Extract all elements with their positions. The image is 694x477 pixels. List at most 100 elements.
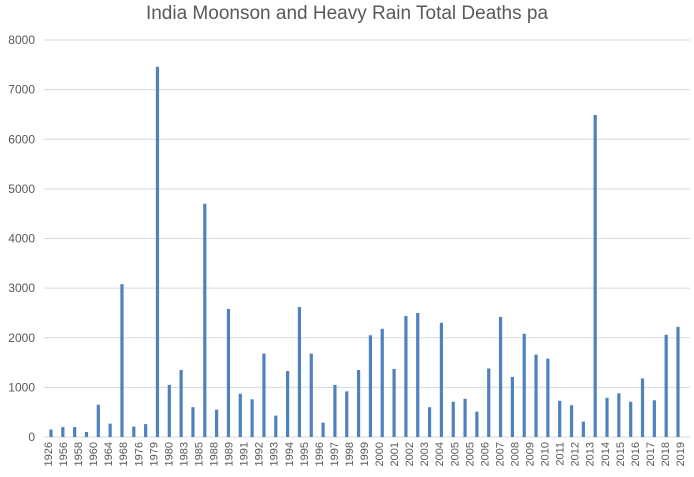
bar <box>356 370 361 437</box>
x-tick-label: 2002 <box>404 442 416 466</box>
bar <box>404 315 408 437</box>
bar <box>297 306 302 437</box>
y-tick-label: 0 <box>28 430 35 444</box>
x-tick-label: 2006 <box>479 442 491 466</box>
chart-title: India Moonson and Heavy Rain Total Death… <box>145 3 549 24</box>
bar <box>49 429 53 437</box>
x-tick-label: 1989 <box>224 442 236 466</box>
bar <box>546 358 550 437</box>
x-tick-label: 1980 <box>163 442 175 466</box>
bar <box>581 421 585 437</box>
x-tick-label: 1993 <box>269 442 281 466</box>
bar <box>368 335 373 437</box>
bar <box>487 368 491 437</box>
y-tick-label: 3000 <box>8 281 35 295</box>
bar <box>108 423 112 437</box>
x-tick-label: 1983 <box>178 442 190 466</box>
bar <box>286 371 290 437</box>
bar <box>250 399 254 437</box>
x-tick-label: 2009 <box>525 442 537 466</box>
bar <box>73 427 77 437</box>
bar <box>132 426 136 437</box>
bar <box>664 334 668 437</box>
x-tick-label: 2001 <box>389 442 401 466</box>
x-tick-label: 2018 <box>660 442 672 466</box>
x-axis-ticks: 1926 1956 1958 1960 1964 1968 1976 1979 1980 1983… <box>43 442 687 466</box>
bar <box>203 203 207 437</box>
bar <box>321 422 325 437</box>
bar <box>191 407 195 437</box>
x-tick-label: 2010 <box>540 442 552 466</box>
x-tick-label: 2005 <box>464 442 476 466</box>
bar <box>238 393 242 437</box>
x-tick-label: 1996 <box>314 442 326 466</box>
x-tick-label: 2016 <box>630 442 642 466</box>
x-tick-label: 2013 <box>585 442 597 466</box>
bar <box>392 369 396 437</box>
x-tick-label: 1992 <box>254 442 266 466</box>
x-tick-label: 1926 <box>43 442 55 466</box>
bar <box>629 401 633 437</box>
bar <box>120 284 124 437</box>
x-tick-label: 1995 <box>299 442 311 466</box>
y-tick-label: 7000 <box>8 83 35 97</box>
x-tick-label: 1958 <box>73 442 85 466</box>
y-tick-label: 4000 <box>8 232 35 246</box>
x-tick-label: 1976 <box>133 442 145 466</box>
x-tick-label: 1991 <box>239 442 251 466</box>
bar <box>226 308 231 437</box>
x-tick-label: 1985 <box>193 442 205 466</box>
bar <box>84 432 89 437</box>
x-tick-label: 2008 <box>509 442 521 466</box>
y-tick-label: 1000 <box>8 380 35 394</box>
x-tick-label: 2017 <box>645 442 657 466</box>
gridlines <box>44 39 690 438</box>
x-tick-label: 2012 <box>570 442 582 466</box>
x-tick-label: 2003 <box>419 442 431 466</box>
bar <box>333 384 337 437</box>
y-tick-label: 2000 <box>8 331 35 345</box>
x-tick-label: 1960 <box>88 442 100 466</box>
x-tick-label: 1998 <box>344 442 356 466</box>
bar <box>179 370 183 437</box>
bars <box>49 66 680 438</box>
bar <box>155 66 160 438</box>
x-tick-label: 1988 <box>209 442 221 466</box>
bar <box>558 400 562 437</box>
bar <box>569 405 574 437</box>
y-tick-label: 5000 <box>8 182 35 196</box>
bar <box>475 411 479 437</box>
bar <box>617 393 621 437</box>
x-tick-label: 2004 <box>434 442 446 466</box>
bar <box>416 312 420 437</box>
bar <box>640 378 645 437</box>
bar <box>522 333 526 437</box>
x-tick-label: 2007 <box>494 442 506 466</box>
bar <box>439 322 443 437</box>
bar <box>274 415 278 437</box>
bar <box>451 401 455 437</box>
bar <box>534 354 538 437</box>
x-tick-label: 1999 <box>359 442 371 466</box>
bar <box>498 316 503 437</box>
y-tick-label: 6000 <box>8 132 35 146</box>
bar <box>380 328 384 437</box>
x-tick-label: 2019 <box>675 442 687 466</box>
bar <box>676 326 680 437</box>
bar <box>463 398 467 437</box>
x-tick-label: 2015 <box>615 442 627 466</box>
bar <box>144 424 148 437</box>
x-tick-label: 2014 <box>600 442 612 466</box>
bar <box>96 404 100 437</box>
bar <box>605 397 609 437</box>
bar <box>215 409 219 437</box>
bar <box>593 114 597 438</box>
bar <box>309 353 313 437</box>
x-tick-label: 1964 <box>103 442 115 466</box>
bar <box>652 400 656 437</box>
x-tick-label: 2005 <box>449 442 461 466</box>
y-tick-label: 8000 <box>8 33 35 47</box>
bar <box>345 391 349 437</box>
x-tick-label: 1997 <box>329 442 341 466</box>
